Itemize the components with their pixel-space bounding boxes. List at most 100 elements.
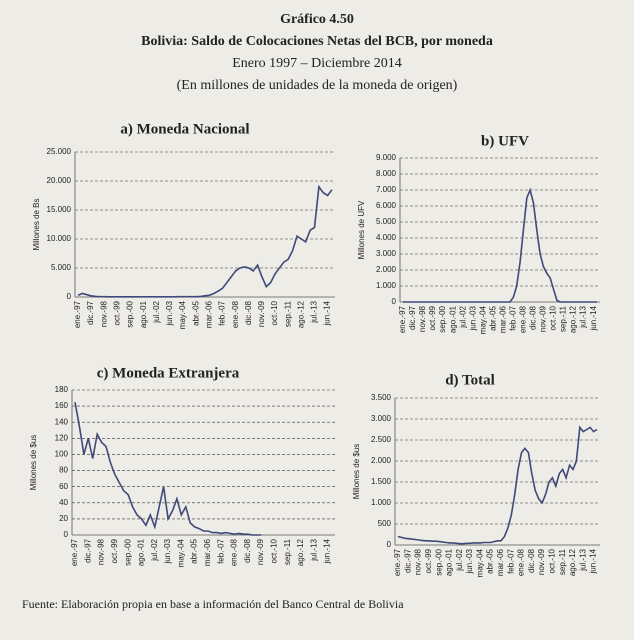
y-tick-label: 1.000	[376, 281, 397, 290]
y-tick-label: 2.000	[376, 265, 397, 274]
x-tick-label: ene.-08	[231, 300, 240, 328]
y-tick-label: 15.000	[47, 205, 72, 214]
x-tick-label: ene.-08	[519, 305, 528, 333]
x-tick-label: mar.-06	[204, 300, 213, 328]
chart-title: c) Moneda Extranjera	[97, 365, 240, 381]
y-tick-label: 3.000	[376, 249, 397, 258]
x-tick-label: feb.-07	[216, 538, 225, 563]
x-tick-label: sep.-00	[438, 305, 447, 332]
y-tick-label: 100	[55, 450, 69, 459]
x-tick-label: feb.-07	[218, 300, 227, 325]
x-tick-label: abr.-05	[191, 300, 200, 325]
x-tick-label: nov.-98	[99, 300, 108, 327]
source: Fuente: Elaboración propia en base a inf…	[22, 597, 404, 611]
y-tick-label: 180	[55, 385, 69, 394]
y-tick-label: 1.500	[371, 477, 392, 486]
x-tick-label: oct.-99	[424, 548, 433, 573]
x-tick-label: ago.-12	[568, 548, 577, 576]
y-tick-label: 80	[59, 466, 68, 475]
x-tick-label: jun.-14	[323, 538, 332, 564]
x-tick-label: jul.-13	[309, 538, 318, 561]
x-tick-label: ago.-01	[139, 300, 148, 328]
x-tick-label: ene.-97	[393, 548, 402, 576]
data-line	[77, 184, 333, 298]
x-tick-label: may.-04	[178, 300, 187, 329]
x-tick-label: feb.-07	[506, 548, 515, 573]
y-tick-label: 500	[378, 519, 392, 528]
x-tick-label: oct.-10	[548, 548, 557, 573]
y-tick-label: 0	[392, 297, 397, 306]
x-tick-label: abr.-05	[190, 538, 199, 563]
x-tick-label: dic.-97	[403, 548, 412, 573]
x-tick-label: ago.-12	[569, 305, 578, 333]
x-tick-label: jun.-03	[163, 538, 172, 564]
y-tick-label: 20	[59, 514, 68, 523]
y-tick-label: 8.000	[376, 169, 397, 178]
x-tick-label: may.-04	[478, 305, 487, 334]
x-tick-label: dic.-08	[527, 548, 536, 573]
chart-title: b) UFV	[481, 133, 529, 149]
x-tick-label: jul.-02	[152, 300, 161, 323]
x-tick-label: nov.-98	[414, 548, 423, 575]
y-tick-label: 9.000	[376, 153, 397, 162]
x-tick-label: dic.-97	[86, 300, 95, 325]
x-tick-label: jul.-02	[458, 305, 467, 328]
x-tick-label: jul.-13	[310, 300, 319, 323]
y-tick-label: 1.000	[371, 498, 392, 507]
x-tick-label: ago.-12	[296, 300, 305, 328]
y-tick-label: 3.000	[371, 414, 392, 423]
x-tick-label: dic.-08	[244, 300, 253, 325]
data-line	[397, 425, 598, 545]
y-tick-label: 3.500	[371, 393, 392, 402]
x-tick-label: jun.-14	[323, 300, 332, 326]
x-tick-label: mar.-06	[498, 305, 507, 333]
y-tick-label: 5.000	[51, 263, 72, 272]
x-tick-label: nov.-09	[539, 305, 548, 332]
x-tick-label: dic.-97	[83, 538, 92, 563]
x-tick-label: jul.-02	[455, 548, 464, 571]
chart-title: d) Total	[445, 372, 495, 388]
header-units: (En millones de unidades de la moneda de…	[177, 78, 458, 93]
header-title: Gráfico 4.50	[280, 12, 354, 27]
y-tick-label: 0	[64, 530, 69, 539]
x-tick-label: oct.-99	[113, 300, 122, 325]
x-tick-label: feb.-07	[508, 305, 517, 330]
x-tick-label: oct.-10	[549, 305, 558, 330]
x-tick-label: nov.-09	[537, 548, 546, 575]
x-tick-label: jul.-13	[579, 305, 588, 328]
y-tick-label: 0	[387, 540, 392, 549]
x-tick-label: sep.-11	[283, 538, 292, 565]
x-tick-label: ago.-01	[448, 305, 457, 333]
x-tick-label: oct.-10	[270, 300, 279, 325]
y-tick-label: 2.000	[371, 456, 392, 465]
x-tick-label: jun.-03	[165, 300, 174, 326]
x-tick-label: jun.-14	[589, 305, 598, 331]
y-tick-label: 10.000	[47, 234, 72, 243]
x-tick-label: mar.-06	[496, 548, 505, 576]
header-period: Enero 1997 – Diciembre 2014	[232, 56, 402, 71]
x-tick-label: jul.-02	[150, 538, 159, 561]
x-tick-label: ene.-08	[517, 548, 526, 576]
data-line	[74, 401, 262, 536]
x-tick-label: sep.-11	[283, 300, 292, 327]
x-tick-label: oct.-99	[110, 538, 119, 563]
x-tick-label: abr.-05	[488, 305, 497, 330]
x-tick-label: nov.-98	[418, 305, 427, 332]
x-tick-label: jul.-13	[578, 548, 587, 571]
x-tick-label: ene.-97	[73, 300, 82, 328]
x-tick-label: ene.-97	[70, 538, 79, 566]
x-tick-label: jun.-03	[468, 305, 477, 331]
y-tick-label: 7.000	[376, 185, 397, 194]
x-tick-label: sep.-00	[434, 548, 443, 575]
data-line	[403, 187, 597, 303]
x-tick-label: abr.-05	[486, 548, 495, 573]
y-tick-label: 20.000	[47, 176, 72, 185]
x-tick-label: ene.-08	[230, 538, 239, 566]
y-tick-label: 5.000	[376, 217, 397, 226]
y-tick-label: 2.500	[371, 435, 392, 444]
x-tick-label: ene.-97	[398, 305, 407, 333]
x-tick-label: ago.-01	[137, 538, 146, 566]
x-tick-label: sep.-11	[559, 305, 568, 332]
